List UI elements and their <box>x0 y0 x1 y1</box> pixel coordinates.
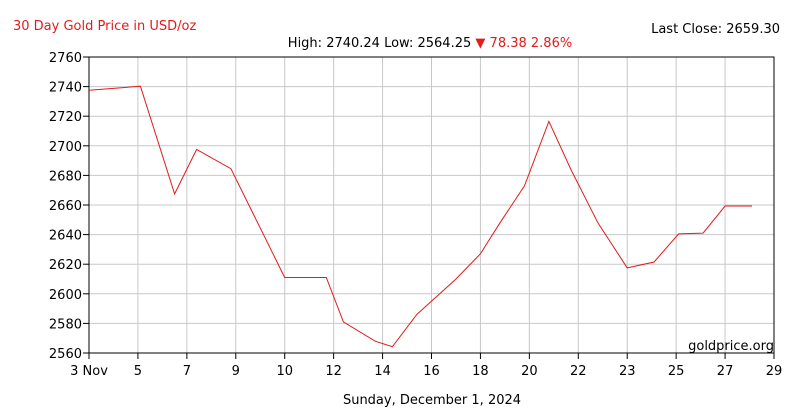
data-point <box>283 276 286 279</box>
y-tick-label: 2700 <box>49 140 82 155</box>
price-line <box>88 85 752 348</box>
down-arrow-icon: ▼ <box>475 36 485 51</box>
data-point <box>229 167 232 170</box>
y-tick-label: 2640 <box>49 229 82 244</box>
data-point <box>342 320 345 323</box>
data-point <box>195 148 198 151</box>
data-point <box>569 168 572 171</box>
x-axis-label: Sunday, December 1, 2024 <box>343 393 521 408</box>
data-point <box>479 252 482 255</box>
data-point <box>391 345 394 348</box>
last-close-label: Last Close: 2659.30 <box>651 22 780 37</box>
y-axis: 2560 2580 2600 2620 2640 2660 2680 2700 2720 2740… <box>49 51 89 362</box>
y-tick-label: 2680 <box>49 169 82 184</box>
data-point <box>677 232 680 235</box>
x-tick-label: 18 <box>472 364 489 379</box>
y-tick-label: 2620 <box>49 258 82 273</box>
series-layer <box>88 85 753 348</box>
data-point <box>173 192 176 195</box>
y-tick-label: 2600 <box>49 288 82 303</box>
data-point <box>702 232 705 235</box>
data-point <box>374 340 377 343</box>
y-tick-label: 2580 <box>49 317 82 332</box>
x-tick-label: 20 <box>521 364 538 379</box>
x-tick-label: 10 <box>276 364 293 379</box>
data-point <box>724 205 727 208</box>
x-tick-label: 14 <box>374 364 391 379</box>
data-point <box>454 278 457 281</box>
data-point <box>653 260 656 263</box>
data-point <box>415 313 418 316</box>
data-point <box>499 221 502 224</box>
watermark: goldprice.org <box>688 339 774 354</box>
x-tick-label: 27 <box>717 364 734 379</box>
y-tick-label: 2740 <box>49 81 82 96</box>
x-tick-label: 25 <box>668 364 685 379</box>
x-tick-label: 23 <box>619 364 636 379</box>
data-point <box>750 205 753 208</box>
y-tick-label: 2660 <box>49 199 82 214</box>
y-tick-label: 2760 <box>49 51 82 66</box>
y-tick-label: 2560 <box>49 347 82 362</box>
y-tick-label: 2720 <box>49 110 82 125</box>
price-summary: High: 2740.24 Low: 2564.25 ▼ 78.38 2.86% <box>288 36 572 51</box>
high-label: High: 2740.24 <box>288 36 380 51</box>
low-label: Low: 2564.25 <box>384 36 471 51</box>
chart-title: 30 Day Gold Price in USD/oz <box>13 19 196 34</box>
x-tick-label: 5 <box>134 364 142 379</box>
x-tick-label: 29 <box>766 364 783 379</box>
x-tick-label: 9 <box>232 364 240 379</box>
x-tick-label: 16 <box>423 364 440 379</box>
data-point <box>626 266 629 269</box>
x-tick-label: 12 <box>325 364 342 379</box>
grid <box>88 56 775 354</box>
data-point <box>88 89 91 92</box>
data-point <box>596 221 599 224</box>
data-point <box>139 85 142 88</box>
change-label: 78.38 2.86% <box>490 36 573 51</box>
data-point <box>325 276 328 279</box>
data-point <box>547 120 550 123</box>
data-point <box>523 184 526 187</box>
x-tick-label: 3 Nov <box>70 364 108 379</box>
x-axis: 3 Nov 5 7 9 10 12 14 16 18 20 22 23 25 27 29 <box>70 353 782 379</box>
x-tick-label: 22 <box>570 364 587 379</box>
x-tick-label: 7 <box>183 364 191 379</box>
